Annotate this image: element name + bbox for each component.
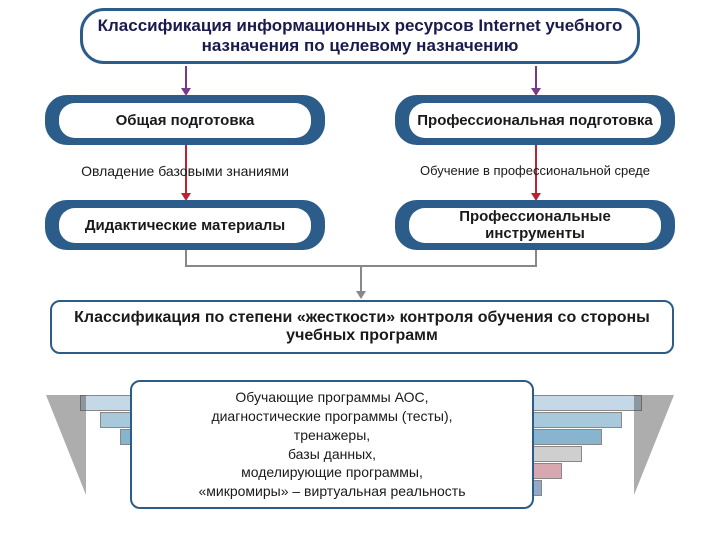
left-box1-text: Общая подготовка <box>116 112 255 129</box>
right-box1-inner: Профессиональная подготовка <box>409 103 661 138</box>
section2-title-text: Классификация по степени «жесткости» кон… <box>52 309 672 345</box>
arrow-title-left <box>185 66 187 90</box>
right-box1-text: Профессиональная подготовка <box>417 112 653 129</box>
right-box2: Профессиональные инструменты <box>395 200 675 250</box>
right-box1: Профессиональная подготовка <box>395 95 675 145</box>
left-box1-inner: Общая подготовка <box>59 103 311 138</box>
left-box2: Дидактические материалы <box>45 200 325 250</box>
bottom-box: Обучающие программы АОС, диагностические… <box>130 380 534 509</box>
connector-left-v <box>185 250 187 265</box>
connector-right-v <box>535 250 537 265</box>
connector-head <box>356 291 366 299</box>
title-box: Классификация информационных ресурсов In… <box>80 8 640 64</box>
triangle-right <box>634 395 674 495</box>
right-mid-text: Обучение в профессиональной среде <box>400 163 670 178</box>
triangle-left <box>46 395 86 495</box>
section2-title: Классификация по степени «жесткости» кон… <box>50 300 674 354</box>
left-mid-text: Овладение базовыми знаниями <box>70 163 300 179</box>
left-box1: Общая подготовка <box>45 95 325 145</box>
bottom-box-text: Обучающие программы АОС, диагностические… <box>198 388 465 501</box>
left-box2-inner: Дидактические материалы <box>59 208 311 243</box>
right-box2-text: Профессиональные инструменты <box>409 208 661 242</box>
title-text: Классификация информационных ресурсов In… <box>83 16 637 56</box>
left-box2-text: Дидактические материалы <box>85 217 285 234</box>
arrow-title-right <box>535 66 537 90</box>
connector-down <box>360 265 362 293</box>
right-box2-inner: Профессиональные инструменты <box>409 208 661 243</box>
